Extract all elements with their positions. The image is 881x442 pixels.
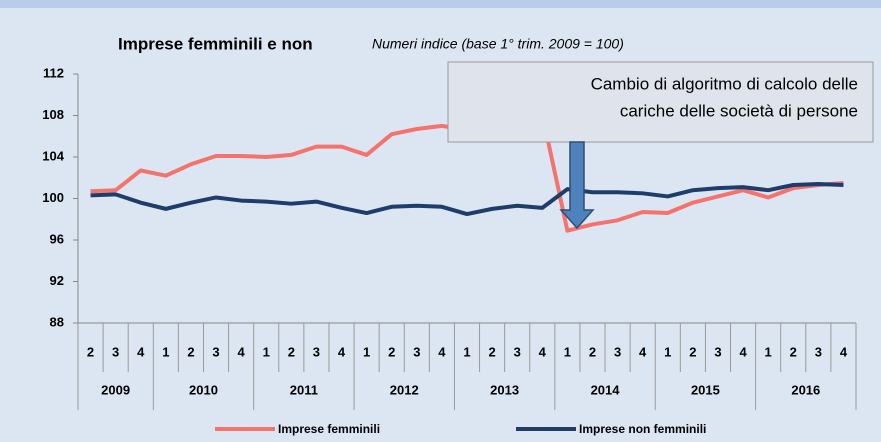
year-label: 2016 xyxy=(791,382,820,397)
x-tick-label: 3 xyxy=(313,344,320,359)
x-tick-label: 1 xyxy=(162,344,169,359)
x-tick-label: 2 xyxy=(87,344,94,359)
x-tick-label: 3 xyxy=(212,344,219,359)
year-label: 2013 xyxy=(490,382,519,397)
y-tick-label: 108 xyxy=(42,107,64,122)
legend-label: Imprese non femminili xyxy=(579,422,706,436)
annotation-arrow xyxy=(559,141,595,230)
chart-title: Imprese femminili e non xyxy=(118,34,313,53)
annotation-text: cariche delle società di persone xyxy=(620,101,858,120)
x-tick-label: 4 xyxy=(338,344,346,359)
x-tick-label: 1 xyxy=(263,344,270,359)
y-tick-label: 92 xyxy=(50,273,64,288)
x-tick-label: 2 xyxy=(689,344,696,359)
chart-subtitle: Numeri indice (base 1° trim. 2009 = 100) xyxy=(372,36,624,52)
y-tick-label: 100 xyxy=(42,190,64,205)
x-tick-label: 3 xyxy=(112,344,119,359)
year-label: 2010 xyxy=(189,382,218,397)
x-tick-label: 4 xyxy=(238,344,246,359)
x-tick-label: 1 xyxy=(664,344,671,359)
year-label: 2009 xyxy=(101,382,130,397)
top-strip xyxy=(0,0,881,8)
x-tick-label: 1 xyxy=(765,344,772,359)
x-tick-label: 3 xyxy=(815,344,822,359)
x-tick-label: 2 xyxy=(589,344,596,359)
x-tick-label: 4 xyxy=(639,344,647,359)
x-tick-label: 4 xyxy=(739,344,747,359)
annotation-text: Cambio di algoritmo di calcolo delle xyxy=(591,74,858,93)
y-tick-label: 112 xyxy=(43,65,64,80)
y-tick-label: 104 xyxy=(42,148,64,163)
x-tick-label: 4 xyxy=(438,344,446,359)
x-tick-label: 1 xyxy=(463,344,470,359)
x-tick-label: 1 xyxy=(363,344,370,359)
year-label: 2014 xyxy=(591,382,621,397)
y-tick-label: 96 xyxy=(50,231,64,246)
x-tick-label: 2 xyxy=(288,344,295,359)
year-label: 2015 xyxy=(691,382,720,397)
x-tick-label: 3 xyxy=(614,344,621,359)
x-tick-label: 2 xyxy=(488,344,495,359)
x-tick-label: 2 xyxy=(187,344,194,359)
x-tick-label: 3 xyxy=(413,344,420,359)
x-tick-label: 1 xyxy=(564,344,571,359)
x-tick-label: 4 xyxy=(137,344,145,359)
legend-label: Imprese femminili xyxy=(278,422,380,436)
annotation-box xyxy=(447,61,874,143)
x-tick-label: 3 xyxy=(514,344,521,359)
x-tick-label: 2 xyxy=(388,344,395,359)
x-tick-label: 3 xyxy=(714,344,721,359)
x-tick-label: 4 xyxy=(539,344,547,359)
x-tick-label: 2 xyxy=(790,344,797,359)
year-label: 2012 xyxy=(390,382,419,397)
series-line xyxy=(90,181,844,217)
y-tick-label: 88 xyxy=(50,314,64,329)
x-tick-label: 4 xyxy=(840,344,848,359)
year-label: 2011 xyxy=(290,382,318,397)
